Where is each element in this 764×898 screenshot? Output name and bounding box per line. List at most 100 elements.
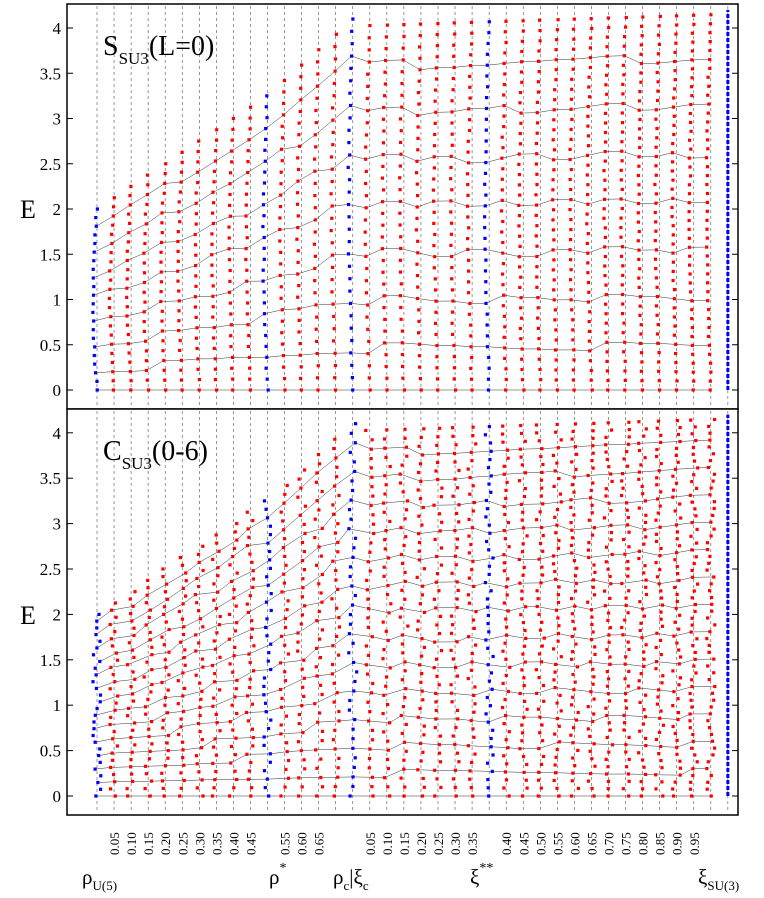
- series-point: [557, 794, 561, 798]
- connector-line: [354, 471, 372, 478]
- series-point: [351, 775, 355, 779]
- series-point: [351, 784, 355, 789]
- series-point: [388, 464, 392, 469]
- series-point: [687, 210, 691, 214]
- series-point: [297, 794, 301, 798]
- connector-line: [111, 635, 135, 640]
- connector-line: [454, 345, 472, 348]
- series-point: [179, 368, 183, 372]
- series-point: [605, 359, 609, 363]
- series-point: [367, 376, 371, 380]
- series-point: [403, 597, 407, 601]
- series-point: [620, 121, 625, 125]
- series-point: [538, 388, 542, 392]
- series-point: [283, 625, 288, 629]
- series-point: [641, 722, 645, 726]
- series-point: [524, 636, 528, 640]
- series-point: [471, 618, 475, 622]
- series-point: [370, 635, 374, 639]
- series-point: [231, 388, 235, 392]
- series-point: [606, 779, 611, 783]
- series-point: [620, 206, 624, 211]
- connector-line: [659, 552, 677, 556]
- connector-line: [576, 579, 594, 584]
- series-point: [439, 495, 443, 499]
- series-point: [194, 253, 198, 257]
- series-point: [639, 794, 643, 798]
- connector-line: [301, 703, 315, 706]
- connector-line: [200, 608, 217, 620]
- series-point: [585, 212, 589, 216]
- series-point: [332, 327, 336, 331]
- series-point: [557, 477, 561, 481]
- series-point: [587, 541, 591, 545]
- series-point: [642, 571, 646, 575]
- connector-line: [269, 547, 284, 561]
- connector-line: [639, 551, 661, 556]
- series-point: [688, 719, 692, 723]
- series-point: [671, 724, 675, 729]
- series-point: [126, 240, 130, 244]
- series-point: [672, 288, 677, 292]
- connector-line: [638, 687, 659, 691]
- series-point: [449, 232, 453, 236]
- connector-line: [570, 497, 591, 501]
- series-point: [298, 109, 302, 114]
- connector-line: [420, 743, 440, 745]
- connector-line: [367, 585, 389, 591]
- series-point: [415, 274, 420, 278]
- series-point: [150, 720, 154, 724]
- series-point: [422, 733, 426, 737]
- series-point: [381, 141, 386, 145]
- series-point: [262, 769, 267, 773]
- series-point: [143, 212, 147, 216]
- connector-line: [384, 768, 404, 778]
- series-point: [610, 552, 614, 557]
- series-point: [710, 609, 714, 613]
- series-point: [455, 751, 460, 755]
- series-point: [487, 425, 491, 429]
- series-point: [348, 794, 352, 798]
- series-point: [437, 683, 441, 687]
- series-point: [129, 736, 133, 740]
- series-point: [504, 367, 508, 371]
- series-point: [707, 726, 712, 730]
- series-point: [708, 589, 712, 593]
- series-point: [149, 690, 153, 694]
- series-point: [466, 139, 470, 143]
- connector-line: [489, 530, 505, 534]
- series-point: [589, 36, 593, 40]
- series-point: [486, 761, 490, 765]
- connector-line: [473, 582, 486, 587]
- series-point: [99, 774, 103, 778]
- series-point: [573, 764, 577, 768]
- series-point: [687, 218, 691, 223]
- series-point: [94, 216, 98, 220]
- series-point: [149, 779, 154, 783]
- connector-line: [450, 200, 468, 207]
- connector-line: [488, 715, 506, 723]
- connector-line: [455, 661, 473, 668]
- series-point: [451, 494, 455, 498]
- series-point: [688, 493, 692, 497]
- series-point: [590, 388, 594, 392]
- connector-line: [486, 500, 505, 507]
- series-point: [110, 758, 115, 762]
- series-point: [500, 177, 504, 181]
- series-point: [388, 666, 392, 670]
- series-point: [331, 302, 335, 306]
- series-point: [163, 590, 168, 594]
- series-point: [402, 758, 406, 762]
- series-point: [503, 537, 507, 541]
- series-point: [519, 455, 523, 459]
- series-point: [415, 159, 419, 163]
- series-point: [166, 749, 170, 753]
- series-point: [298, 513, 302, 517]
- connector-line: [451, 249, 468, 257]
- series-point: [483, 182, 487, 186]
- series-point: [370, 785, 374, 789]
- series-point: [130, 750, 134, 754]
- series-point: [386, 583, 390, 588]
- series-point: [313, 206, 317, 210]
- series-point: [486, 646, 490, 650]
